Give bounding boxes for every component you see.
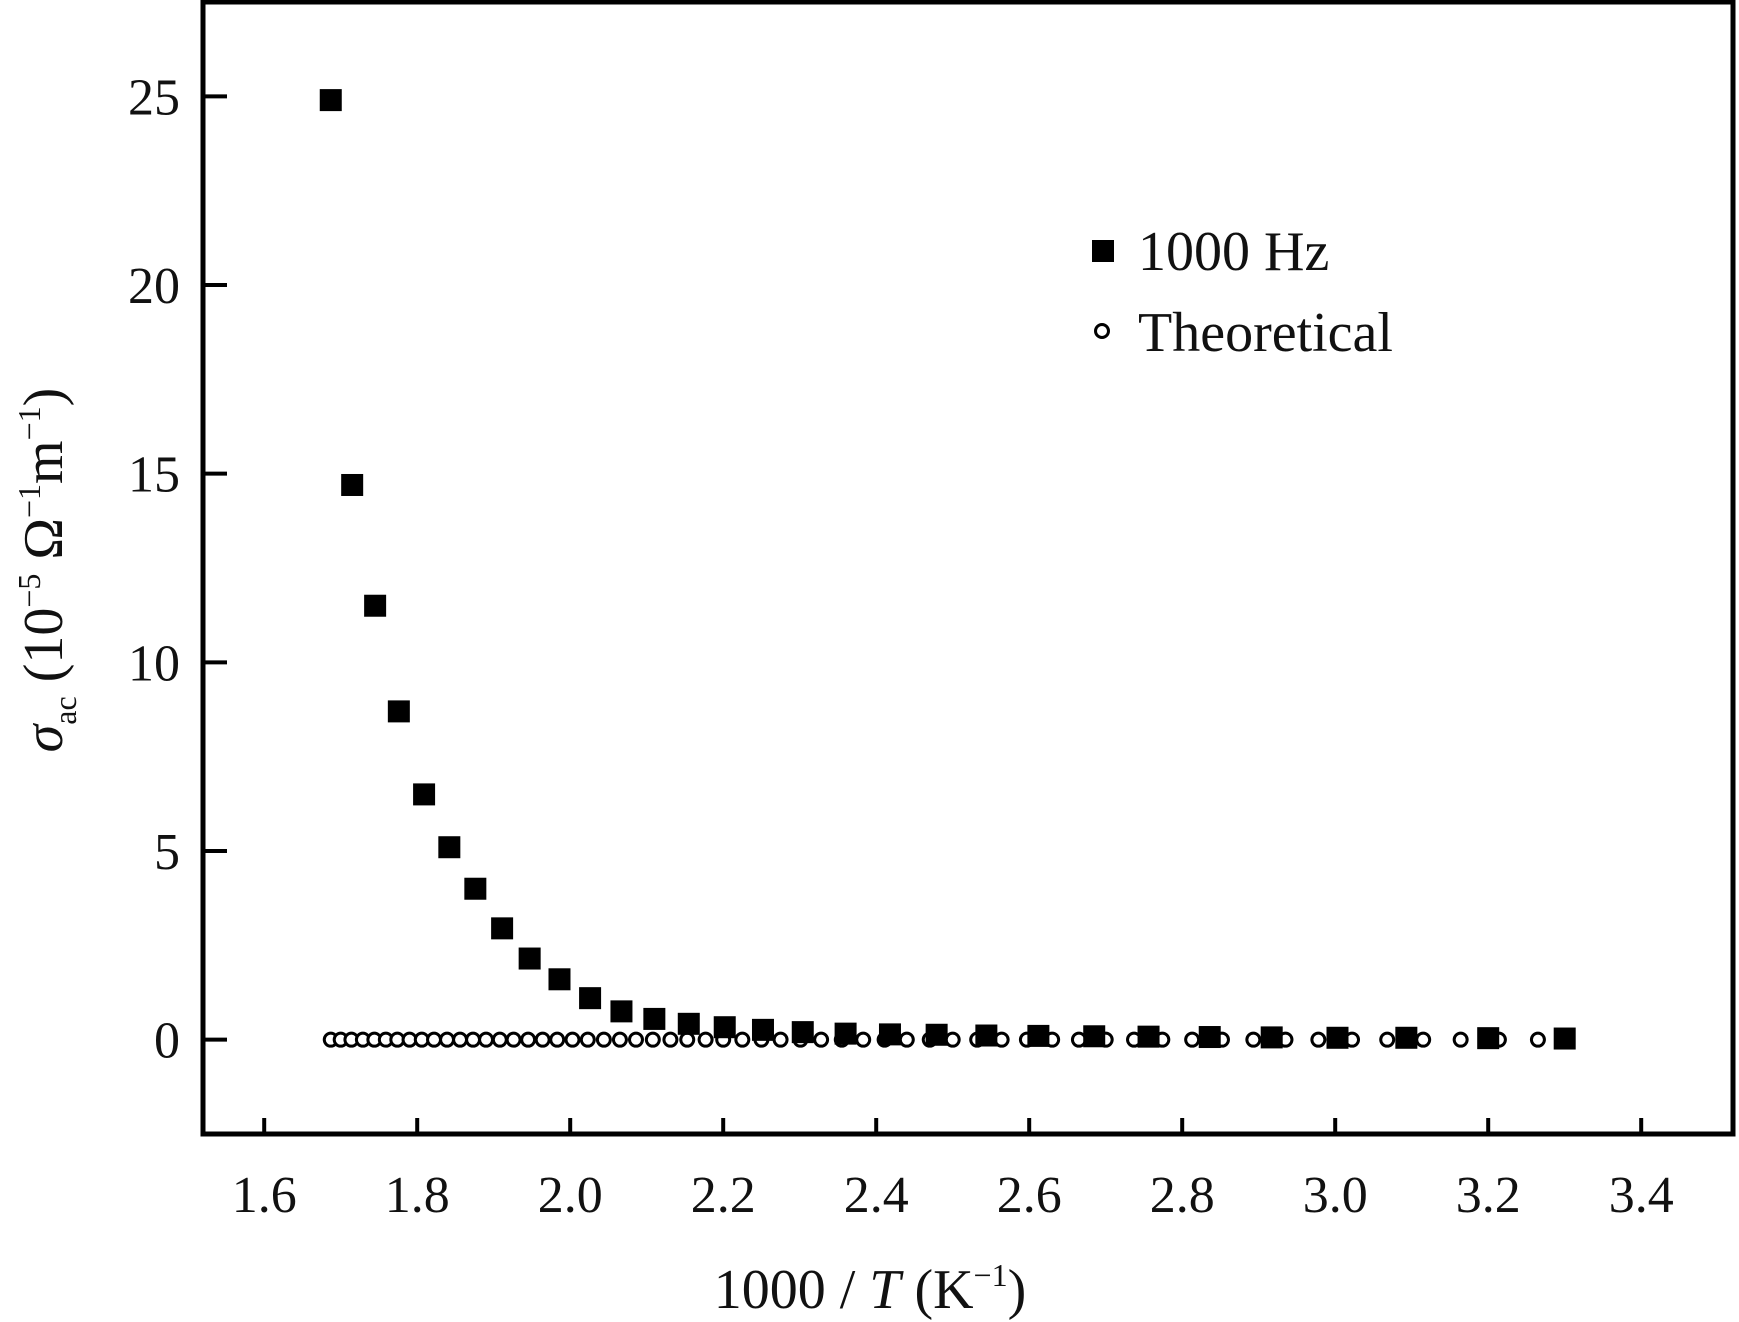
series-theoretical — [322, 1031, 1573, 1048]
point-theoretical — [734, 1031, 751, 1048]
point-theoretical — [465, 1031, 482, 1048]
point-theoretical — [520, 1031, 537, 1048]
point-1000-hz — [413, 783, 436, 806]
point-theoretical — [1184, 1031, 1201, 1048]
point-1000-hz — [1477, 1027, 1500, 1050]
x-tick-label: 2.8 — [1150, 1167, 1215, 1224]
point-theoretical — [697, 1031, 714, 1048]
point-1000-hz — [677, 1012, 700, 1035]
point-theoretical — [534, 1031, 551, 1048]
plot-frame — [200, 0, 1736, 1137]
y-tick-label: 20 — [128, 258, 180, 315]
point-1000-hz — [975, 1024, 998, 1047]
legend-marker-theoretical — [1094, 323, 1110, 339]
y-tick-label: 15 — [128, 447, 180, 504]
point-1000-hz — [518, 947, 541, 970]
legend: 1000 Hz Theoretical — [1092, 221, 1393, 364]
point-1000-hz — [1198, 1026, 1221, 1049]
point-1000-hz — [878, 1023, 901, 1046]
point-theoretical — [491, 1031, 508, 1048]
point-theoretical — [611, 1031, 628, 1048]
point-1000-hz — [610, 1000, 633, 1023]
point-theoretical — [1310, 1031, 1327, 1048]
point-1000-hz — [643, 1007, 666, 1030]
point-theoretical — [813, 1031, 830, 1048]
point-theoretical — [595, 1031, 612, 1048]
point-theoretical — [627, 1031, 644, 1048]
point-1000-hz — [1326, 1026, 1349, 1049]
point-1000-hz — [1083, 1025, 1106, 1048]
point-1000-hz — [364, 594, 387, 617]
legend-label-theoretical: Theoretical — [1138, 302, 1393, 364]
x-tick-label: 2.2 — [691, 1167, 756, 1224]
y-tick-label: 0 — [154, 1013, 180, 1070]
x-tick-label: 3.4 — [1609, 1167, 1674, 1224]
point-1000-hz — [834, 1022, 857, 1045]
y-axis-ticks: 0 5 10 15 20 25 — [128, 69, 227, 1070]
point-1000-hz — [319, 89, 342, 112]
point-theoretical — [898, 1031, 915, 1048]
point-1000-hz — [791, 1021, 814, 1044]
point-1000-hz — [1553, 1027, 1576, 1050]
y-axis-title: σac (10−5 Ω−1m−1) — [11, 388, 83, 753]
point-theoretical — [944, 1031, 961, 1048]
point-theoretical — [478, 1031, 495, 1048]
point-1000-hz — [1395, 1026, 1418, 1049]
x-tick-label: 3.0 — [1303, 1167, 1368, 1224]
point-1000-hz — [491, 917, 514, 940]
point-theoretical — [679, 1031, 696, 1048]
point-theoretical — [564, 1031, 581, 1048]
series-1000-hz — [319, 89, 1576, 1050]
point-theoretical — [579, 1031, 596, 1048]
x-tick-label: 2.4 — [844, 1167, 909, 1224]
point-theoretical — [1415, 1031, 1432, 1048]
legend-label-1000-hz: 1000 Hz — [1138, 221, 1329, 283]
point-theoretical — [505, 1031, 522, 1048]
point-1000-hz — [751, 1018, 774, 1041]
point-1000-hz — [1137, 1025, 1160, 1048]
y-tick-label: 10 — [128, 635, 180, 692]
point-1000-hz — [387, 700, 410, 723]
point-theoretical — [1452, 1031, 1469, 1048]
point-1000-hz — [713, 1016, 736, 1039]
point-theoretical — [1379, 1031, 1396, 1048]
point-theoretical — [855, 1031, 872, 1048]
point-theoretical — [439, 1031, 456, 1048]
x-axis-ticks: 1.6 1.8 2.0 2.2 2.4 2.6 2.8 3.0 3.2 3.4 — [232, 1118, 1674, 1224]
x-tick-label: 2.0 — [538, 1167, 603, 1224]
point-1000-hz — [548, 968, 571, 991]
point-1000-hz — [579, 987, 602, 1010]
point-theoretical — [1529, 1031, 1546, 1048]
x-tick-label: 2.6 — [997, 1167, 1062, 1224]
point-theoretical — [452, 1031, 469, 1048]
point-1000-hz — [1027, 1024, 1050, 1047]
x-tick-label: 1.6 — [232, 1167, 297, 1224]
point-theoretical — [644, 1031, 661, 1048]
y-tick-label: 25 — [128, 69, 180, 126]
point-1000-hz — [925, 1023, 948, 1046]
x-tick-label: 1.8 — [385, 1167, 450, 1224]
point-theoretical — [426, 1031, 443, 1048]
point-1000-hz — [438, 836, 461, 859]
point-1000-hz — [464, 877, 487, 900]
point-1000-hz — [341, 473, 364, 496]
point-theoretical — [772, 1031, 789, 1048]
x-axis-title: 1000 / T (K−1) — [714, 1257, 1027, 1321]
point-1000-hz — [1260, 1026, 1283, 1049]
point-theoretical — [1245, 1031, 1262, 1048]
point-theoretical — [662, 1031, 679, 1048]
x-tick-label: 3.2 — [1456, 1167, 1521, 1224]
y-tick-label: 5 — [154, 824, 180, 881]
point-theoretical — [549, 1031, 566, 1048]
legend-marker-1000-hz — [1092, 240, 1114, 262]
